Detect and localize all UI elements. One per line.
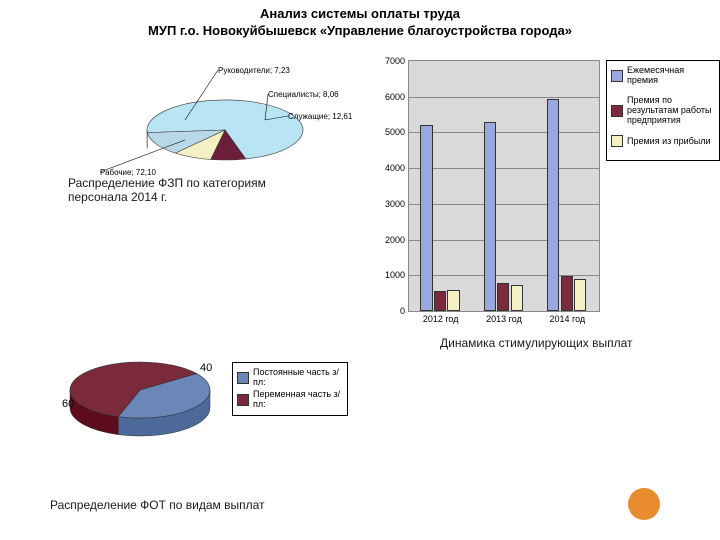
bar — [420, 125, 432, 311]
decor-circle — [628, 488, 660, 520]
legend-item: Премия по результатам работы предприятия — [611, 96, 715, 126]
legend-swatch — [611, 105, 623, 117]
pie2-chart — [0, 0, 360, 540]
y-tick-label: 2000 — [385, 235, 405, 245]
legend-swatch — [237, 372, 249, 384]
legend-swatch — [237, 394, 249, 406]
pie2-value-label: 40 — [200, 362, 212, 374]
gridline — [409, 240, 599, 241]
bar — [497, 283, 509, 311]
y-tick-label: 3000 — [385, 199, 405, 209]
y-tick-label: 0 — [400, 306, 405, 316]
x-tick-label: 2013 год — [486, 314, 522, 324]
legend-item: Премия из прибыли — [611, 135, 715, 147]
y-tick-label: 5000 — [385, 127, 405, 137]
y-tick-label: 4000 — [385, 163, 405, 173]
pie2-legend: Постоянные часть з/пл:Переменная часть з… — [232, 362, 348, 416]
bar — [434, 291, 446, 311]
legend-swatch — [611, 135, 623, 147]
legend-label: Премия из прибыли — [627, 137, 711, 147]
bar-chart-caption: Динамика стимулирующих выплат — [440, 336, 633, 350]
x-tick-label: 2012 год — [423, 314, 459, 324]
legend-label: Премия по результатам работы предприятия — [627, 96, 715, 126]
bar — [574, 279, 586, 311]
pie2-value-label: 60 — [62, 398, 74, 410]
bar-chart-plot: 010002000300040005000600070002012 год201… — [408, 60, 600, 312]
y-tick-label: 1000 — [385, 270, 405, 280]
gridline — [409, 168, 599, 169]
bar — [511, 285, 523, 311]
legend-swatch — [611, 70, 623, 82]
gridline — [409, 204, 599, 205]
bar-chart-legend: Ежемесячная премия Премия по результатам … — [606, 60, 720, 161]
gridline — [409, 132, 599, 133]
legend-label: Ежемесячная премия — [627, 66, 715, 86]
y-tick-label: 7000 — [385, 56, 405, 66]
bar — [547, 99, 559, 312]
legend-label: Переменная часть з/пл: — [253, 390, 343, 410]
bar — [484, 122, 496, 311]
x-tick-label: 2014 год — [549, 314, 585, 324]
bar — [561, 276, 573, 311]
y-tick-label: 6000 — [385, 92, 405, 102]
legend-item: Ежемесячная премия — [611, 66, 715, 86]
pie2-caption: Распределение ФОТ по видам выплат — [50, 498, 270, 512]
bar — [447, 290, 459, 311]
legend-item: Постоянные часть з/пл: — [237, 368, 343, 388]
legend-item: Переменная часть з/пл: — [237, 390, 343, 410]
legend-label: Постоянные часть з/пл: — [253, 368, 343, 388]
gridline — [409, 97, 599, 98]
